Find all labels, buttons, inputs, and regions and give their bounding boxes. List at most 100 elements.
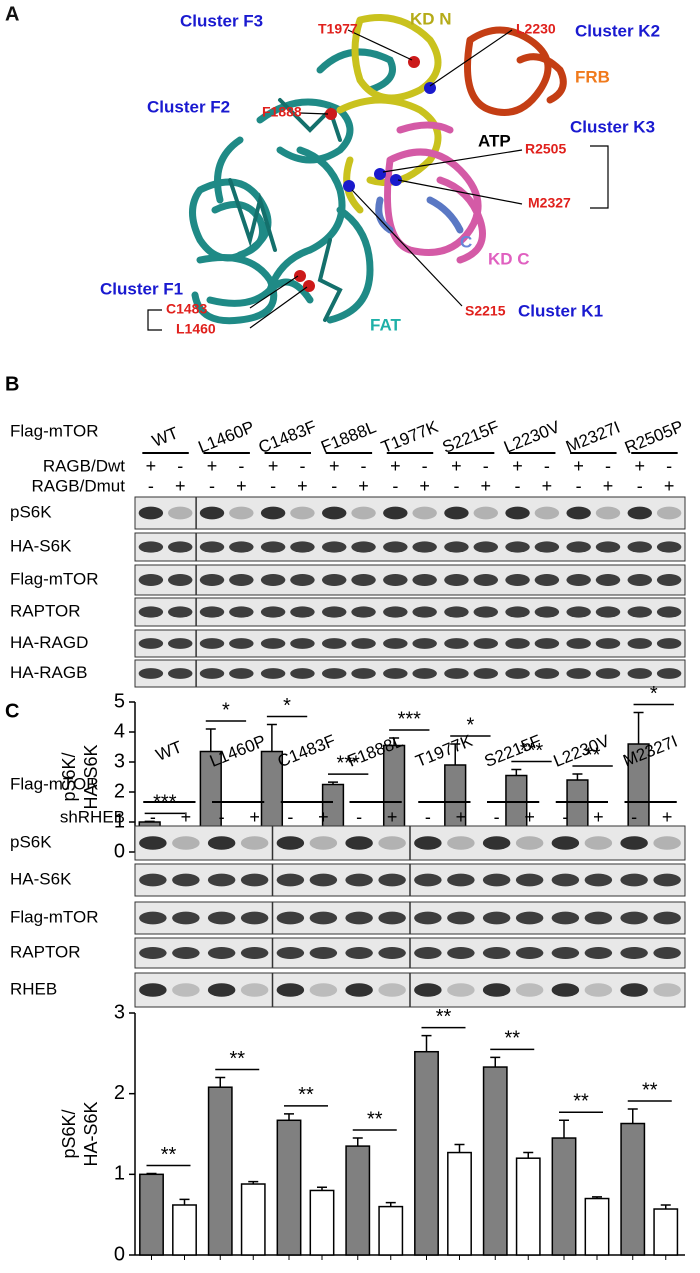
sign: + [390, 456, 401, 476]
significance-label: ** [436, 1006, 452, 1028]
blot-band [199, 668, 225, 679]
blot-band [168, 506, 193, 520]
sign: - [270, 476, 276, 496]
construct-label: F1888L [318, 417, 379, 456]
blot-band [627, 638, 652, 649]
sign: - [483, 456, 489, 476]
sign: - [238, 456, 244, 476]
error-bar [352, 1137, 363, 1147]
sign: + [593, 807, 604, 827]
construct-label: T1977K [378, 417, 441, 457]
sign: - [576, 476, 582, 496]
blot-band [414, 836, 442, 850]
blot-band [551, 873, 580, 887]
blot-band [351, 574, 376, 586]
blot-band [627, 668, 652, 679]
blot-band [240, 836, 269, 850]
blot-band [260, 574, 286, 586]
blot-band [138, 668, 164, 679]
bar [172, 1204, 197, 1256]
blot-band [412, 668, 437, 679]
blot-band [656, 638, 682, 649]
sign: + [573, 456, 584, 476]
blot-band [627, 506, 652, 520]
blot-band [412, 506, 437, 520]
blot-band [168, 606, 193, 618]
blot-band [168, 668, 193, 679]
blot-band [351, 541, 376, 553]
y-axis-label: HA-S6K [81, 744, 101, 809]
blot-band [656, 541, 682, 553]
blot-band [345, 983, 373, 997]
blot-band [322, 606, 347, 618]
blot-band [139, 873, 167, 887]
blot-band [229, 668, 254, 679]
blot-band [566, 638, 591, 649]
sign: + [481, 476, 492, 496]
sign: + [603, 476, 614, 496]
blot-band [199, 638, 225, 649]
blot-band [473, 606, 498, 618]
sign: - [605, 456, 611, 476]
blot-band [172, 947, 200, 959]
blot-label: Flag-mTOR [10, 569, 98, 588]
error-bar [633, 711, 644, 744]
blot-band [172, 983, 200, 997]
domain-label: C [460, 232, 472, 251]
blot-band [505, 638, 530, 649]
blot-band [260, 506, 286, 520]
sign: + [512, 456, 523, 476]
error-bar [328, 781, 338, 785]
sign: + [175, 476, 186, 496]
construct-label: L1460P [207, 731, 268, 771]
error-bar [205, 728, 216, 752]
blot-band [473, 638, 498, 649]
blot-band [260, 541, 286, 553]
sign: - [562, 807, 568, 827]
blot-band [322, 541, 347, 553]
construct-label: WT [153, 737, 185, 765]
sign: - [299, 456, 305, 476]
blot-band [229, 541, 254, 553]
sign: - [666, 456, 672, 476]
residue-label: L1460 [176, 321, 216, 337]
blot-band [378, 911, 406, 925]
error-bar [490, 1056, 501, 1068]
construct-label: C1483F [256, 417, 319, 457]
blot-band [515, 836, 544, 850]
blot-band [383, 541, 408, 553]
blot-band [482, 836, 511, 850]
y-axis-label: pS6K/ [59, 752, 79, 801]
blot-band [534, 541, 560, 553]
blot-band [276, 947, 305, 959]
sign: + [662, 807, 673, 827]
sign: - [209, 476, 215, 496]
error-bar [389, 737, 400, 746]
blot-band [240, 873, 269, 887]
blot-band [566, 506, 591, 520]
blot-band [276, 873, 305, 887]
blot-band [309, 836, 338, 850]
blot [134, 597, 686, 627]
y-tick-label: 2 [114, 780, 125, 802]
blot-band [139, 836, 167, 850]
blot-band [383, 606, 408, 618]
sign: - [219, 807, 225, 827]
blot-band [584, 947, 613, 959]
significance-label: ** [504, 1028, 520, 1050]
significance-label: ** [573, 1091, 589, 1113]
blot-band [345, 873, 373, 887]
significance-label: ** [161, 1144, 177, 1166]
blot-band [566, 606, 591, 618]
blot-band [229, 606, 254, 618]
bar [515, 1157, 541, 1256]
blot-band [345, 836, 373, 850]
sign: - [544, 456, 550, 476]
blot-band [412, 574, 437, 586]
blot-band [412, 606, 437, 618]
error-bar [266, 723, 277, 752]
blot-label: pS6K [10, 832, 52, 851]
construct-label: S2215F [482, 731, 544, 771]
significance-label: ** [585, 744, 601, 766]
blot-band [595, 668, 621, 679]
